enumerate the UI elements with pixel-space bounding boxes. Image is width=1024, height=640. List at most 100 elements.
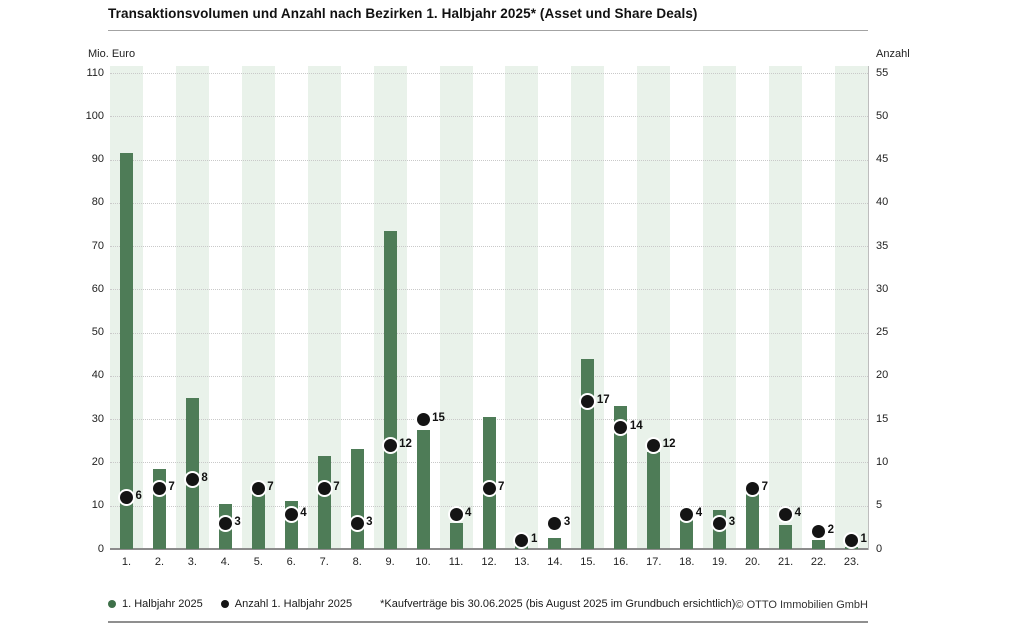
district-background-band [769, 66, 803, 548]
count-dot [449, 507, 463, 521]
right-axis-tick-label: 45 [876, 153, 889, 166]
count-value-label: 7 [333, 480, 340, 493]
volume-bar [647, 451, 661, 549]
x-axis-tick-label: 11. [448, 556, 464, 568]
right-axis-tick-label: 50 [876, 109, 889, 122]
right-axis-tick-label: 40 [876, 196, 889, 209]
gridline [110, 332, 868, 334]
count-value-label: 3 [728, 515, 736, 528]
count-value-label: 12 [662, 437, 676, 450]
count-dot [746, 481, 760, 495]
x-axis-tick-label: 9. [385, 556, 395, 568]
left-axis-tick-label: 10 [91, 499, 104, 512]
count-value-label: 3 [563, 515, 571, 528]
right-axis-tick-label: 10 [876, 455, 889, 468]
right-axis-line [868, 66, 869, 550]
count-dot [680, 507, 694, 521]
district-background-band [439, 66, 473, 548]
left-axis-tick-label: 0 [97, 542, 104, 555]
count-value-label: 4 [695, 506, 703, 519]
legend-item-count: Anzahl 1. Halbjahr 2025 [220, 598, 353, 610]
count-dot [812, 525, 826, 539]
count-dot [779, 507, 793, 521]
x-axis-tick-label: 8. [352, 556, 362, 568]
left-axis-tick-label: 60 [91, 282, 104, 295]
gridline [110, 375, 868, 377]
x-axis-tick-label: 20. [744, 556, 761, 568]
x-axis-tick-label: 10. [415, 556, 431, 568]
x-axis-tick-label: 22. [810, 556, 827, 568]
page-title: Transaktionsvolumen und Anzahl nach Bezi… [108, 6, 698, 21]
volume-bar [746, 492, 760, 549]
right-axis-tick-label: 15 [876, 412, 889, 425]
gridline [110, 159, 868, 161]
right-axis-ticks: 0 5 10 15 20 25 30 35 40 45 50 55 [876, 66, 916, 555]
left-axis-ticks: 0 10 20 30 40 50 60 70 80 90 100 110 [70, 66, 107, 555]
count-value-label: 3 [234, 515, 241, 528]
volume-bar [251, 490, 265, 549]
count-value-label: 4 [465, 506, 472, 519]
count-dot [713, 516, 727, 530]
legend-item-volume: 1. Halbjahr 2025 [108, 598, 203, 610]
count-dot [284, 507, 298, 521]
count-value-label: 4 [794, 506, 801, 519]
gridline [110, 116, 868, 118]
count-value-label: 14 [629, 420, 643, 433]
count-value-label: 12 [399, 437, 412, 450]
x-axis-tick-label: 4. [220, 556, 230, 568]
right-axis-tick-label: 55 [876, 66, 889, 79]
count-value-label: 15 [432, 411, 445, 424]
x-axis-tick-label: 7. [319, 556, 329, 568]
count-dot [548, 516, 562, 530]
volume-bar [581, 358, 595, 549]
gridline [110, 73, 868, 74]
x-axis-tick-label: 21. [777, 556, 794, 568]
right-axis-tick-label: 25 [876, 326, 889, 339]
x-axis-tick-label: 6. [286, 556, 296, 568]
count-dot [515, 533, 529, 547]
count-dot [581, 395, 595, 409]
left-axis-tick-label: 30 [91, 412, 104, 425]
volume-bar [416, 430, 430, 549]
x-axis-labels: 1. 2. 3. 4. 5. 6. 7. 8. 9. 10. 11. 12. 13. 14. 15. 16. 1… [110, 556, 868, 572]
footnote: *Kaufverträge bis 30.06.2025 (bis August… [380, 598, 736, 610]
x-axis-tick-label: 2. [154, 556, 165, 568]
count-value-label: 7 [761, 480, 769, 493]
left-axis-tick-label: 50 [91, 326, 104, 339]
district-background-band [703, 66, 737, 548]
legend-count-label: Anzahl 1. Halbjahr 2025 [234, 598, 353, 610]
volume-bar [845, 547, 859, 549]
right-axis-tick-label: 35 [876, 239, 889, 252]
right-axis-tick-label: 20 [876, 369, 889, 382]
legend-volume-label: 1. Halbjahr 2025 [122, 598, 203, 610]
x-axis-tick-label: 12. [481, 556, 497, 568]
x-axis-tick-label: 15. [580, 556, 596, 568]
district-background-band [835, 66, 869, 548]
left-axis-tick-label: 90 [91, 153, 104, 166]
right-axis-unit-label: Anzahl [876, 48, 910, 60]
x-axis-tick-label: 18. [679, 556, 695, 568]
count-dot [119, 490, 133, 504]
count-dot [614, 421, 628, 435]
left-axis-tick-label: 80 [91, 196, 104, 209]
left-axis-tick-label: 20 [91, 455, 104, 468]
volume-bar [548, 538, 562, 549]
volume-bar [680, 514, 694, 549]
count-dot [416, 412, 430, 426]
volume-bar [350, 449, 364, 549]
count-value-label: 1 [530, 532, 538, 545]
x-axis-tick-label: 16. [613, 556, 629, 568]
count-dot [152, 481, 166, 495]
gridline [110, 289, 868, 291]
volume-bar [383, 230, 397, 549]
volume-bar [449, 523, 463, 549]
x-axis-tick-label: 23. [843, 556, 860, 568]
count-dot [251, 481, 265, 495]
count-dot [185, 473, 199, 487]
legend: 1. Halbjahr 2025 Anzahl 1. Halbjahr 2025… [108, 598, 735, 610]
count-value-label: 1 [860, 532, 867, 545]
count-dot [482, 481, 496, 495]
volume-bar [614, 406, 628, 549]
volume-bar [515, 545, 529, 549]
right-axis-tick-label: 0 [876, 542, 883, 555]
